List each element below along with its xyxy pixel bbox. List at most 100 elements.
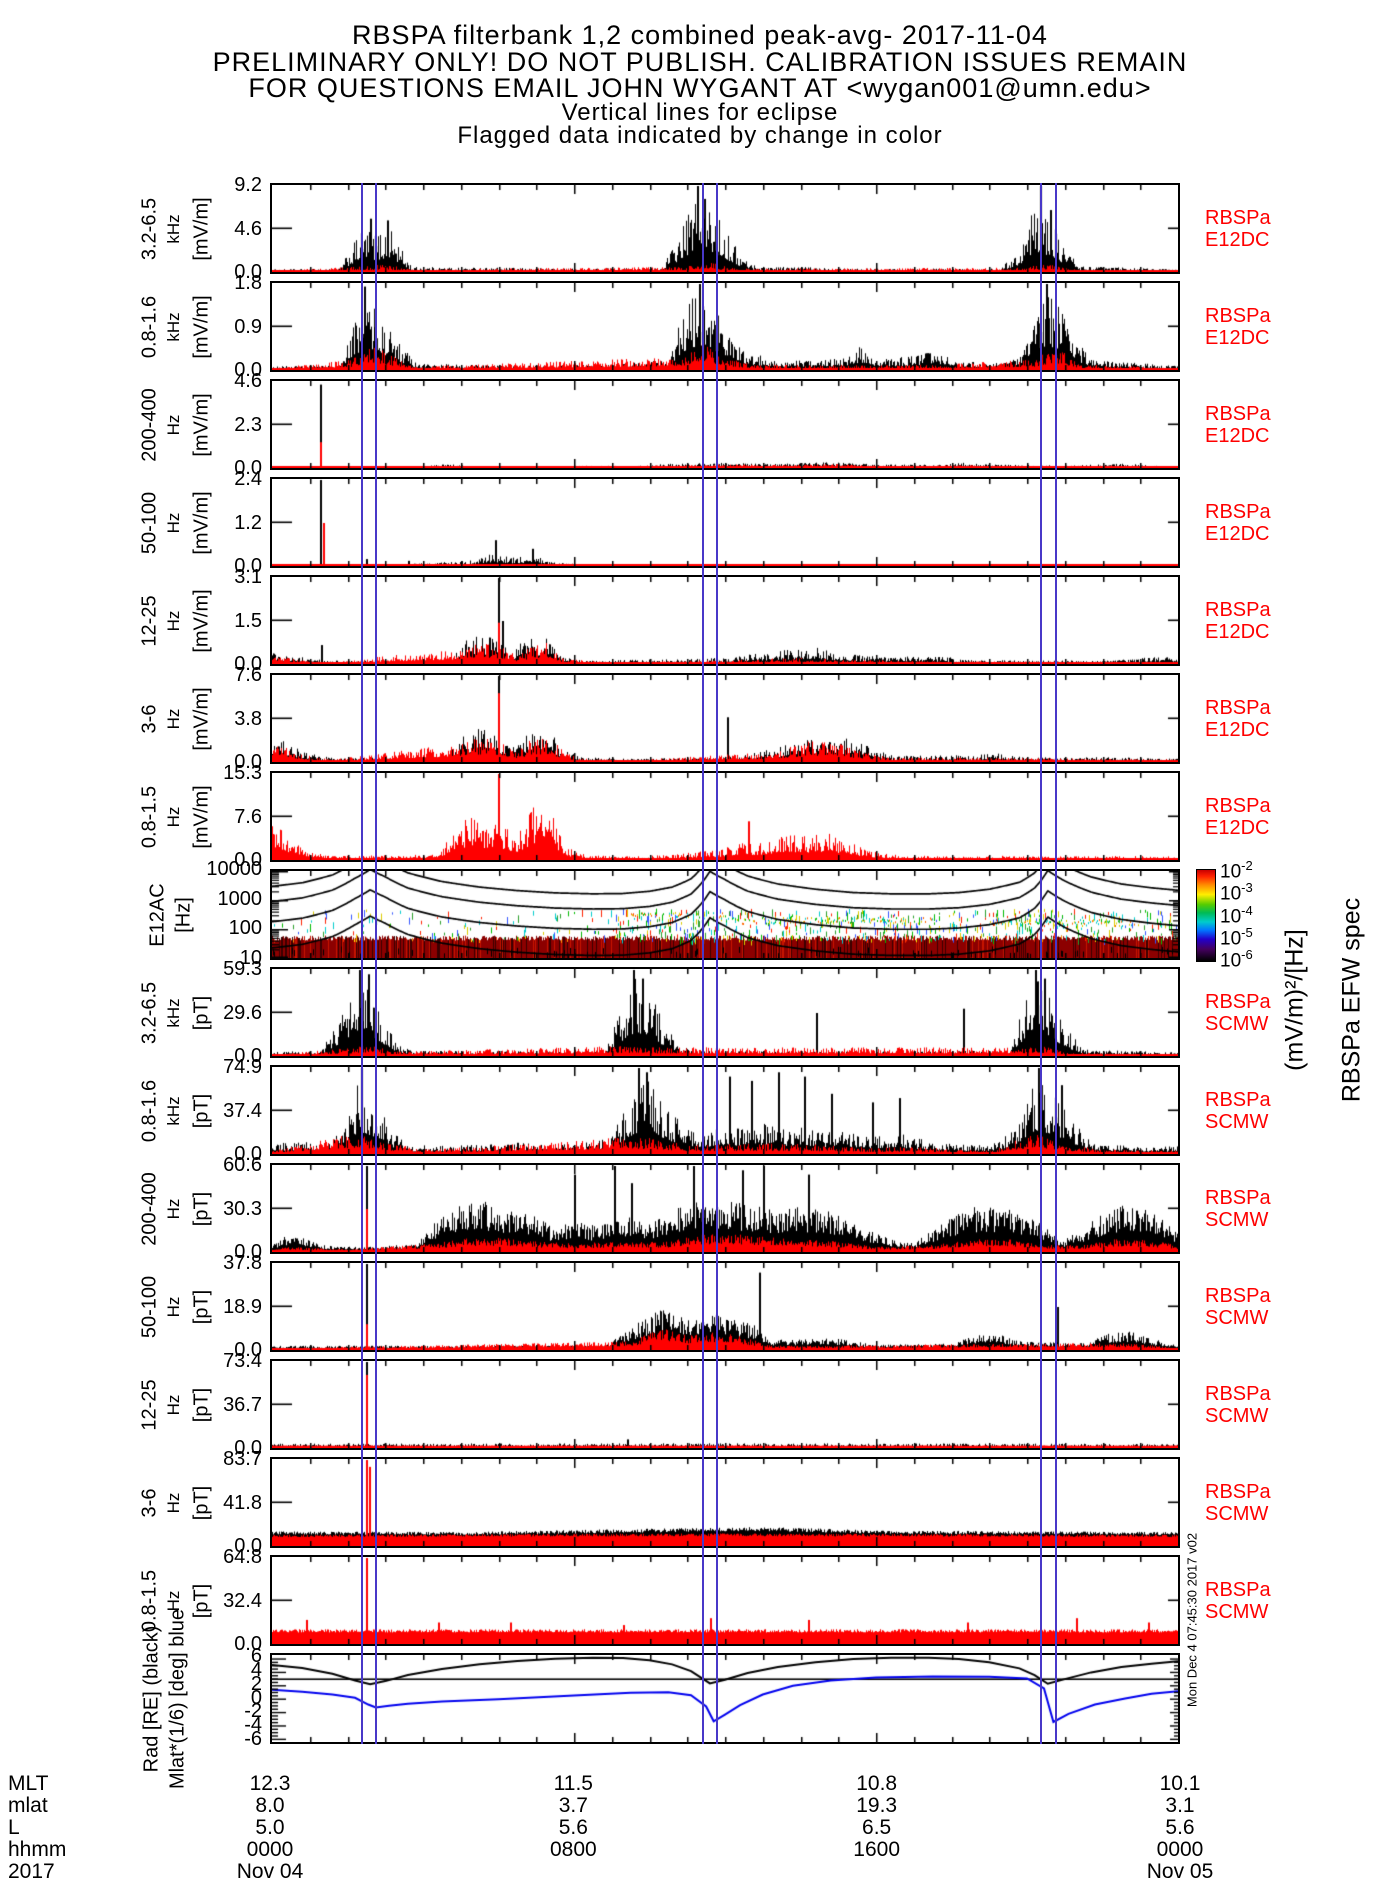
y-tick-label: 0.0	[234, 653, 262, 675]
band-label: [mV/m]	[190, 392, 213, 457]
y-tick-label: 0.0	[234, 849, 262, 871]
y-tick-label: 7.6	[234, 664, 262, 686]
y-tick-label: 0.0	[234, 359, 262, 381]
y-tick-label: 100	[228, 917, 262, 940]
x-axis-mlt-value: 11.5	[553, 1772, 593, 1795]
band-label: E12AC	[146, 882, 169, 947]
x-axis-l-value: 5.6	[1165, 1816, 1195, 1839]
creation-timestamp: Mon Dec 4 07:45:30 2017 v02	[1184, 1532, 1200, 1708]
panel-canvas	[272, 969, 1178, 1056]
y-tick-label: 7.6	[234, 805, 262, 828]
filterbank-panel	[270, 1359, 1180, 1450]
filterbank-panel	[270, 575, 1180, 666]
panel-canvas	[272, 1459, 1178, 1546]
panel-canvas	[272, 1655, 1178, 1742]
panel-canvas	[272, 185, 1178, 272]
x-axis-l-value: 6.5	[862, 1816, 892, 1839]
panel-canvas	[272, 1067, 1178, 1154]
filterbank-panel	[270, 281, 1180, 372]
plot-eclipse-note: Vertical lines for eclipse	[561, 99, 839, 126]
colorbar-tick-label: 10-2	[1220, 858, 1253, 883]
band-label: 0.8-1.5	[138, 1569, 161, 1632]
y-tick-label: 0.0	[234, 457, 262, 479]
band-label: [mV/m]	[190, 686, 213, 751]
band-label: 200-400	[138, 1171, 161, 1246]
x-axis-mlat-value: 3.7	[558, 1794, 588, 1817]
band-label: 0.8-1.5	[138, 785, 161, 848]
x-axis-mlt-value: 10.8	[856, 1772, 898, 1795]
y-tick-label: 10	[239, 947, 262, 969]
x-axis-mlat-value: 8.0	[255, 1794, 285, 1817]
y-tick-label: -2	[244, 1700, 262, 1723]
y-tick-label: -6	[244, 1727, 262, 1750]
x-axis-date-value	[807, 1861, 947, 1883]
band-label: Rad [RE] (black)	[140, 1625, 163, 1772]
y-tick-label: 0.0	[234, 1633, 262, 1655]
y-tick-label: 10000	[206, 858, 262, 880]
y-tick-label: 29.6	[223, 1001, 262, 1024]
band-label: [pT]	[190, 1485, 213, 1520]
panel-canvas	[272, 1263, 1178, 1350]
instrument-label: RBSPa E12DC	[1205, 402, 1271, 447]
panel-canvas	[272, 675, 1178, 762]
y-tick-label: 1.2	[234, 511, 262, 534]
band-label: 50-100	[138, 1275, 161, 1338]
y-tick-label: 0.0	[234, 1143, 262, 1165]
band-label: Hz	[164, 1394, 183, 1415]
x-axis-date-value: Nov 05	[1146, 1860, 1214, 1883]
filterbank-panel	[270, 477, 1180, 568]
band-label: 0.8-1.6	[138, 295, 161, 358]
y-tick-label: 1.5	[234, 609, 262, 632]
x-axis-hhmm-value: 0000	[1156, 1838, 1204, 1861]
y-tick-label: 32.4	[223, 1589, 262, 1612]
y-tick-label: 73.4	[223, 1350, 262, 1372]
band-label: 3.2-6.5	[138, 197, 161, 260]
colorbar-tick-label: 10-3	[1220, 880, 1253, 905]
x-axis-name: 2017	[8, 1860, 55, 1883]
y-tick-label: 0.9	[234, 315, 262, 338]
band-label: 0.8-1.6	[138, 1079, 161, 1142]
panel-canvas	[272, 479, 1178, 566]
instrument-label: RBSPa E12DC	[1205, 696, 1271, 741]
eclipse-line	[1039, 183, 1042, 1744]
panel-canvas	[272, 1557, 1178, 1644]
panel-canvas	[272, 773, 1178, 860]
colorbar-tick-label: 10-5	[1220, 924, 1253, 950]
instrument-label: RBSPa SCMW	[1205, 1088, 1271, 1133]
y-tick-label: 0.0	[234, 1535, 262, 1557]
plot-contact-line: FOR QUESTIONS EMAIL JOHN WYGANT AT <wyga…	[248, 73, 1152, 103]
panel-canvas	[272, 871, 1178, 958]
band-label: Hz	[164, 1198, 183, 1219]
y-tick-label: 9.2	[234, 174, 262, 196]
filterbank-panel	[270, 1555, 1180, 1646]
y-tick-label: 15.3	[223, 762, 262, 784]
band-label: Hz	[164, 414, 183, 435]
panel-canvas	[272, 381, 1178, 468]
y-tick-label: 37.4	[223, 1099, 262, 1122]
band-label: kHz	[164, 1095, 183, 1126]
instrument-label: RBSPa SCMW	[1205, 1578, 1271, 1623]
band-label: [mV/m]	[190, 588, 213, 653]
x-axis-date-value	[503, 1861, 643, 1883]
y-tick-label: 0.0	[234, 555, 262, 577]
filterbank-panel	[270, 1163, 1180, 1254]
eclipse-line	[375, 183, 378, 1744]
band-label: [mV/m]	[190, 784, 213, 849]
instrument-label: RBSPa SCMW	[1205, 1480, 1271, 1525]
instrument-label: RBSPa E12DC	[1205, 206, 1271, 251]
band-label: [mV/m]	[190, 490, 213, 555]
y-tick-label: 64.8	[223, 1546, 262, 1568]
x-axis-mlt-value: 12.3	[249, 1772, 291, 1795]
instrument-label: RBSPa E12DC	[1205, 598, 1271, 643]
x-axis-label-column: 10.1 3.1 5.6 0000 Nov 05	[1110, 1773, 1250, 1883]
band-label: [pT]	[190, 1093, 213, 1128]
x-axis-mlat-value: 3.1	[1165, 1794, 1195, 1817]
band-label: [pT]	[190, 1289, 213, 1324]
y-tick-label: -4	[244, 1713, 262, 1736]
x-axis-label-column: 10.8 19.3 6.5 1600	[807, 1773, 947, 1883]
band-label: 3-6	[138, 1488, 161, 1517]
x-axis-l-value: 5.0	[255, 1816, 285, 1839]
y-tick-label: 2.4	[234, 468, 262, 490]
band-label: Hz	[164, 806, 183, 827]
